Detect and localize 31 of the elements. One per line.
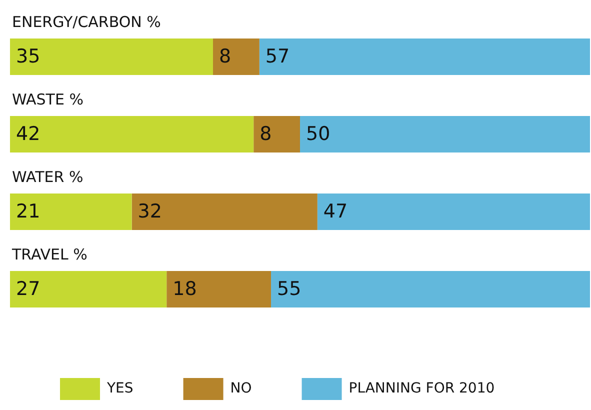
bar: [271, 271, 590, 308]
bar: [10, 38, 213, 75]
data-label: 55: [277, 278, 302, 300]
data-label: 57: [265, 46, 290, 68]
data-label: 21: [16, 200, 40, 223]
data-label: 47: [323, 200, 348, 223]
data-label: 42: [16, 123, 40, 146]
y-tick-label: TRAVEL %: [11, 245, 88, 264]
bar: [259, 38, 590, 75]
legend-label: YES: [106, 380, 134, 397]
data-label: 35: [16, 46, 40, 68]
bar: [254, 116, 300, 152]
y-tick-label: WASTE %: [12, 90, 84, 108]
bar: [166, 271, 271, 308]
y-tick-label: ENERGY/CARBON %: [12, 12, 161, 31]
data-label: 27: [16, 278, 40, 300]
data-label: 8: [260, 123, 272, 146]
bar: [10, 116, 254, 152]
bar: [10, 194, 132, 230]
y-tick-label: WATER %: [12, 168, 84, 186]
bar: [10, 271, 167, 308]
bar: [317, 194, 590, 230]
bar: [213, 38, 260, 75]
data-label: 50: [306, 123, 330, 146]
bar: [300, 116, 590, 152]
legend-label: PLANNING FOR 2010: [348, 380, 495, 397]
bar: [132, 194, 318, 230]
data-label: 8: [219, 46, 232, 68]
data-label: 18: [172, 278, 197, 300]
data-label: 32: [138, 200, 162, 223]
legend-label: NO: [230, 380, 252, 397]
